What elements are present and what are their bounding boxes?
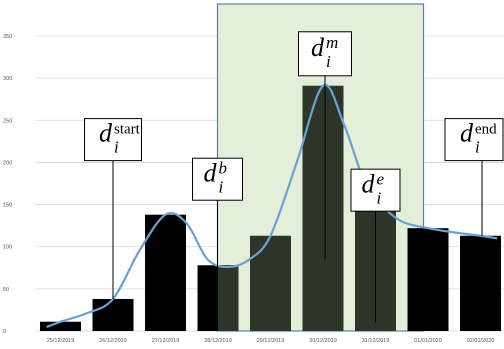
callout-superscript: start (114, 122, 141, 138)
callout-box (298, 31, 352, 77)
y-tick-label: 200 (3, 160, 12, 166)
bar (302, 85, 344, 331)
y-tick-label: 0 (3, 329, 6, 335)
x-tick-label: 27/12/2019 (152, 338, 180, 344)
trend-layer (46, 83, 498, 328)
x-tick-label: 25/12/2019 (47, 338, 75, 344)
y-tick-label: 250 (3, 118, 12, 124)
callout-symbol: d (311, 33, 325, 62)
callout-superscript: m (326, 33, 338, 52)
callout-superscript: b (219, 158, 228, 177)
bar (460, 235, 501, 331)
callout-box (192, 157, 243, 201)
axis-layer: 0 50 100 150 200 250 300 350 25/12/2019 26/12/201… (3, 34, 494, 344)
x-tick-label: 31/12/2019 (362, 338, 390, 344)
callout-subscript: i (326, 52, 331, 71)
callout-subscript: i (114, 138, 119, 157)
y-tick-label: 350 (3, 34, 12, 40)
bar (92, 298, 134, 331)
callout-symbol: d (99, 119, 113, 148)
y-tick-label: 100 (3, 245, 12, 251)
callout-b: d bi (192, 157, 243, 331)
x-tick-label: 28/12/2019 (204, 338, 232, 344)
bar (145, 214, 186, 331)
callout-box (84, 118, 142, 162)
callout-box (444, 118, 504, 162)
bar (40, 321, 81, 331)
callout-subscript: i (219, 177, 224, 196)
x-tick-label: 01/01/2020 (414, 338, 442, 344)
bar-highlight-tint (217, 265, 239, 331)
y-tick-label: 150 (3, 203, 12, 209)
callout-box (350, 168, 401, 212)
callout-m: d mi (298, 31, 352, 260)
x-tick-label: 26/12/2019 (99, 338, 127, 344)
callout-subscript: i (377, 188, 382, 207)
y-tick-label: 300 (3, 76, 12, 82)
callout-symbol: d (362, 169, 376, 198)
bar (250, 235, 291, 331)
x-tick-label: 29/12/2019 (257, 338, 285, 344)
callout-symbol: d (204, 158, 218, 187)
x-tick-label: 02/01/2020 (467, 338, 495, 344)
x-tick-label: 30/12/2019 (309, 338, 337, 344)
trend-line (46, 83, 498, 328)
callout-symbol: d (460, 119, 474, 148)
callout-e: d ei (350, 168, 401, 323)
y-tick-label: 50 (3, 287, 9, 293)
bar (407, 228, 449, 331)
callout-superscript: end (475, 122, 497, 138)
callout-superscript: e (377, 169, 385, 188)
callout-subscript: i (475, 138, 480, 157)
